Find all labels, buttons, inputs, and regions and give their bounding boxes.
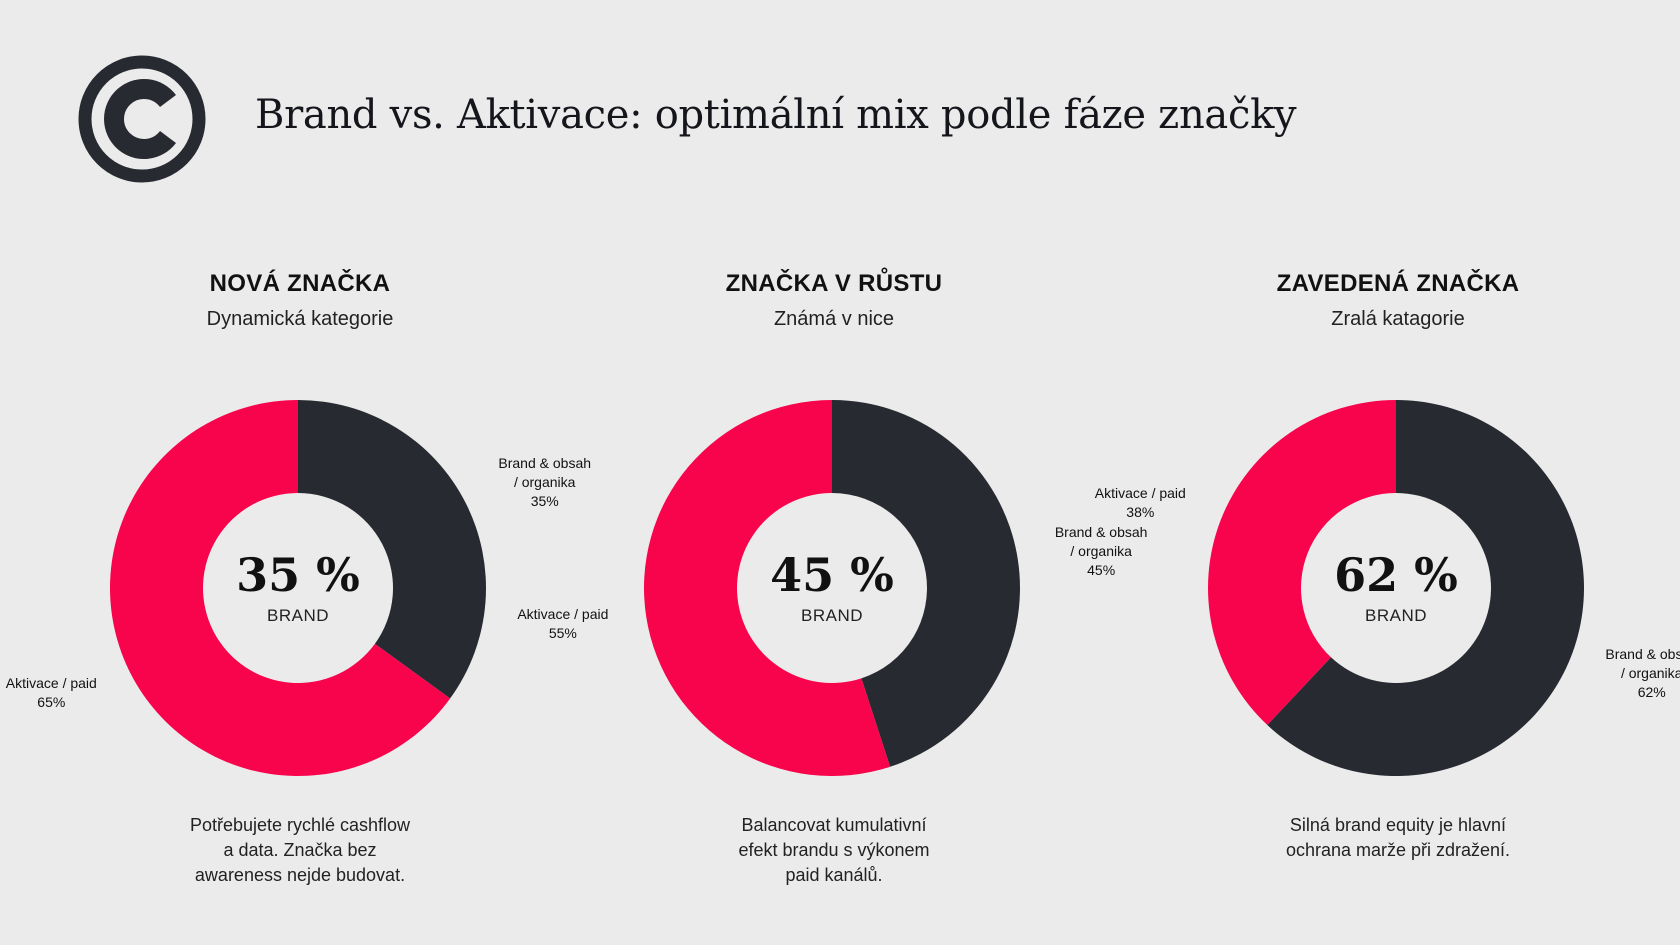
chart-panel-growing-brand: ZNAČKA V RŮSTU Známá v nice 45 % BRAND B… <box>517 270 1147 910</box>
slice-label-line: 38% <box>1126 503 1155 520</box>
chart-panel-new-brand: NOVÁ ZNAČKA Dynamická kategorie 35 % BRA… <box>6 270 591 910</box>
slice-label-line: 45% <box>1087 562 1116 579</box>
donut-slice-brand <box>298 400 486 699</box>
slice-label-line: 65% <box>37 694 66 711</box>
donut-slice-activation <box>1208 400 1396 726</box>
note-line: a data. Značka bez <box>223 840 377 860</box>
center-label: BRAND <box>800 606 863 625</box>
panel-title: NOVÁ ZNAČKA <box>209 270 391 297</box>
note-line: ochrana marže při zdražení. <box>1285 840 1511 860</box>
donut-slice-brand <box>832 400 1020 767</box>
note-line: Balancovat kumulativní <box>741 815 927 835</box>
center-label: BRAND <box>1364 606 1427 625</box>
donut-slice-brand <box>1267 400 1584 776</box>
center-value: 62 % <box>1334 548 1458 602</box>
panel-subtitle: Zralá katagorie <box>1331 308 1465 330</box>
slice-label-activation: Aktivace / paid 65% <box>0 674 116 712</box>
slice-label-line: 55% <box>548 625 577 642</box>
note-line: efekt brandu s výkonem <box>738 840 930 860</box>
panel-note: Silná brand equity je hlavní ochrana mar… <box>1118 813 1678 863</box>
panel-subtitle: Dynamická kategorie <box>206 308 394 330</box>
slice-label-line: Brand & obsah <box>1054 524 1148 541</box>
panel-subtitle: Známá v nice <box>773 308 895 330</box>
note-line: Silná brand equity je hlavní <box>1289 815 1507 835</box>
center-value: 35 % <box>236 548 360 602</box>
page-title: Brand vs. Aktivace: optimální mix podle … <box>255 92 1297 138</box>
chart-panel-established-brand: ZAVEDENÁ ZNAČKA Zralá katagorie 62 % BRA… <box>1095 270 1680 910</box>
copyright-icon <box>78 55 206 183</box>
slice-label-activation: Aktivace / paid 38% <box>1075 484 1205 522</box>
panel-title: ZAVEDENÁ ZNAČKA <box>1276 270 1520 297</box>
note-line: awareness nejde budovat. <box>194 865 406 885</box>
slice-label-line: Aktivace / paid <box>517 606 609 623</box>
donut-chart <box>109 400 486 776</box>
slice-label-line: 62% <box>1637 683 1666 700</box>
slice-label-activation: Aktivace / paid 55% <box>498 605 628 643</box>
donut-slice-activation <box>643 400 891 776</box>
slice-label-line: Aktivace / paid <box>5 675 97 692</box>
panel-note: Balancovat kumulativní efekt brandu s vý… <box>554 813 1114 888</box>
slice-label-brand: Brand & obsah / organika 35% <box>480 454 610 511</box>
slice-label-line: / organika <box>513 474 576 491</box>
panel-title: ZNAČKA V RŮSTU <box>725 270 943 297</box>
note-line: Potřebujete rychlé cashflow <box>189 815 411 835</box>
slice-label-line: Brand & obsah <box>498 455 592 472</box>
center-label: BRAND <box>266 606 329 625</box>
slice-label-line: Brand & obsah <box>1605 645 1680 662</box>
donut-slice-activation <box>109 400 451 776</box>
donut-chart <box>643 400 1020 776</box>
slice-label-brand: Brand & obsah / organika 45% <box>1036 523 1166 580</box>
note-line: paid kanálů. <box>785 865 883 885</box>
panel-note: Potřebujete rychlé cashflow a data. Znač… <box>20 813 580 888</box>
slice-label-line: 35% <box>530 493 559 510</box>
slice-label-line: / organika <box>1620 664 1680 681</box>
donut-chart <box>1208 400 1584 776</box>
slice-label-brand: Brand & obsah / organika 62% <box>1587 645 1680 702</box>
slice-label-line: / organika <box>1070 543 1132 560</box>
slice-label-line: Aktivace / paid <box>1094 484 1186 501</box>
center-value: 45 % <box>770 548 894 602</box>
